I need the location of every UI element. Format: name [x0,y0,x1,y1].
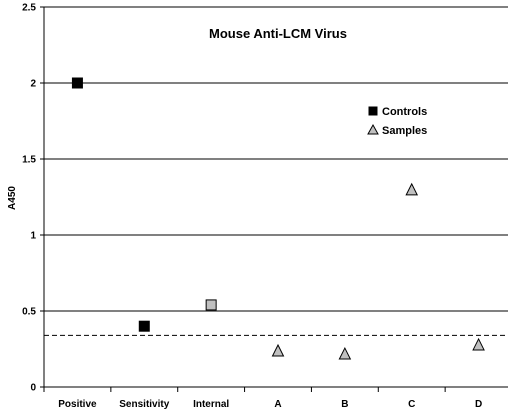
x-tick-label: Positive [58,399,97,410]
sample-point-c [405,182,419,196]
x-tick-label: Internal [193,399,229,410]
sample-point-b [338,346,352,360]
x-tick-labels: Positive Sensitivity Internal A B C D [58,399,482,410]
x-tick-label: A [274,399,281,410]
sample-point-d [472,337,485,351]
y-tick-labels: 0 0.5 1 1.5 2 2.5 [22,3,36,394]
x-tick-label: B [341,399,348,410]
chart-title: Mouse Anti-LCM Virus [209,26,347,41]
y-tick-label: 1 [30,231,36,242]
y-tick-label: 0 [30,383,36,394]
x-tick-label: Sensitivity [119,399,169,410]
y-tick-label: 2 [30,79,36,90]
y-tick-label: 0.5 [22,307,36,318]
x-tick-label: C [408,399,415,410]
y-tick-label: 1.5 [22,155,36,166]
y-tick-label: 2.5 [22,3,36,14]
gridlines [40,6,508,392]
control-point-positive [71,77,83,89]
legend-triangle-icon [367,123,379,135]
legend-label: Controls [382,106,427,118]
control-point-sensitivity [138,320,150,332]
data-points [71,77,485,360]
legend: Controls Samples [367,106,427,137]
legend-square-icon [368,106,378,116]
sample-point-a [271,343,285,357]
legend-label: Samples [382,125,427,137]
control-point-internal [205,299,217,311]
y-axis-label: A450 [7,186,18,210]
x-tick-label: D [475,399,482,410]
axes [43,7,508,388]
